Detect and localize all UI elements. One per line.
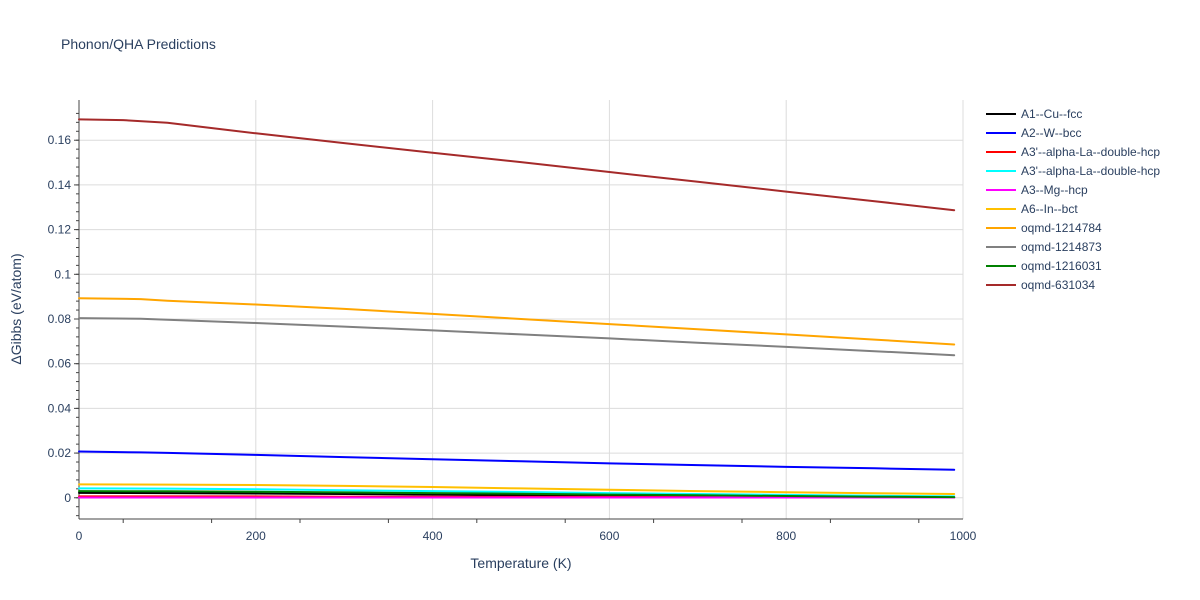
legend-item-5[interactable]: A6--In--bct xyxy=(986,202,1078,216)
x-tick-label: 800 xyxy=(776,529,796,543)
y-tick-label: 0.1 xyxy=(54,267,71,281)
legend[interactable]: A1--Cu--fcc A2--W--bcc A3'--alpha-La--doub… xyxy=(986,107,1160,292)
x-tick-label: 1000 xyxy=(950,529,977,543)
y-tick-label: 0 xyxy=(64,491,71,505)
legend-item-4[interactable]: A3--Mg--hcp xyxy=(986,183,1088,197)
chart-title: Phonon/QHA Predictions xyxy=(61,36,216,52)
x-tick-label: 200 xyxy=(246,529,266,543)
legend-label: oqmd-1216031 xyxy=(1021,259,1102,273)
y-tick-label: 0.14 xyxy=(48,178,72,192)
x-tick-label: 600 xyxy=(599,529,619,543)
series-line-1 xyxy=(78,450,956,471)
legend-item-7[interactable]: oqmd-1214873 xyxy=(986,240,1102,254)
x-axis-title: Temperature (K) xyxy=(470,555,571,571)
axis-layer: 0 200 400 600 800 1000 0 0.02 0.04 0.06 0.08 0.1 0.1… xyxy=(48,100,977,543)
series-line-6 xyxy=(78,297,956,346)
series-line-7 xyxy=(78,317,956,357)
y-tick-label: 0.08 xyxy=(48,312,72,326)
legend-item-8[interactable]: oqmd-1216031 xyxy=(986,259,1102,273)
y-tick-label: 0.02 xyxy=(48,446,72,460)
series-line-9 xyxy=(78,118,956,212)
y-axis-title: ΔGibbs (eV/atom) xyxy=(8,253,24,364)
legend-item-0[interactable]: A1--Cu--fcc xyxy=(986,107,1082,121)
x-tick-label: 400 xyxy=(423,529,443,543)
legend-label: A3'--alpha-La--double-hcp xyxy=(1021,164,1160,178)
legend-label: A3'--alpha-La--double-hcp xyxy=(1021,145,1160,159)
y-tick-label: 0.12 xyxy=(48,223,72,237)
legend-item-9[interactable]: oqmd-631034 xyxy=(986,278,1095,292)
y-tick-label: 0.04 xyxy=(48,401,72,415)
legend-item-6[interactable]: oqmd-1214784 xyxy=(986,221,1102,235)
legend-label: A6--In--bct xyxy=(1021,202,1078,216)
y-tick-label: 0.06 xyxy=(48,357,72,371)
legend-label: oqmd-1214784 xyxy=(1021,221,1102,235)
legend-label: oqmd-631034 xyxy=(1021,278,1095,292)
legend-item-2[interactable]: A3'--alpha-La--double-hcp xyxy=(986,145,1160,159)
series-line-3 xyxy=(78,487,956,498)
legend-label: oqmd-1214873 xyxy=(1021,240,1102,254)
series-line-5 xyxy=(78,483,956,495)
series-layer xyxy=(78,118,956,499)
legend-label: A2--W--bcc xyxy=(1021,126,1081,140)
x-tick-label: 0 xyxy=(76,529,83,543)
legend-item-3[interactable]: A3'--alpha-La--double-hcp xyxy=(986,164,1160,178)
series-line-8 xyxy=(78,490,956,499)
legend-label: A3--Mg--hcp xyxy=(1021,183,1088,197)
y-tick-label: 0.16 xyxy=(48,133,72,147)
legend-item-1[interactable]: A2--W--bcc xyxy=(986,126,1081,140)
legend-label: A1--Cu--fcc xyxy=(1021,107,1082,121)
